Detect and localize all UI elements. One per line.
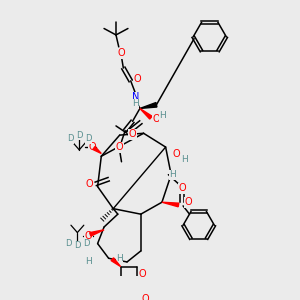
Polygon shape <box>140 103 157 109</box>
Text: D: D <box>74 241 81 250</box>
Polygon shape <box>93 146 101 154</box>
Text: D: D <box>85 134 92 143</box>
Text: O: O <box>118 48 125 58</box>
Text: O: O <box>85 231 92 241</box>
Text: O: O <box>139 269 146 279</box>
Text: H: H <box>85 257 92 266</box>
Text: O: O <box>116 142 124 152</box>
Text: H: H <box>132 99 139 108</box>
Polygon shape <box>140 109 152 119</box>
Polygon shape <box>162 202 179 207</box>
Text: N: N <box>132 92 139 102</box>
Text: O: O <box>178 183 186 194</box>
Text: O: O <box>173 148 181 158</box>
Text: O: O <box>129 129 136 139</box>
Text: H: H <box>116 254 123 263</box>
Text: H: H <box>169 170 176 179</box>
Text: O: O <box>185 197 192 207</box>
Text: O: O <box>133 74 141 84</box>
Polygon shape <box>90 230 104 236</box>
Text: D: D <box>76 130 83 140</box>
Text: O: O <box>153 115 160 124</box>
Text: D: D <box>65 239 71 248</box>
Polygon shape <box>111 258 121 267</box>
Text: O: O <box>88 142 96 152</box>
Text: D: D <box>83 239 90 248</box>
Text: O: O <box>85 179 93 189</box>
Text: H: H <box>160 111 166 120</box>
Text: H: H <box>181 154 188 164</box>
Text: O: O <box>142 294 149 300</box>
Text: D: D <box>67 134 73 143</box>
